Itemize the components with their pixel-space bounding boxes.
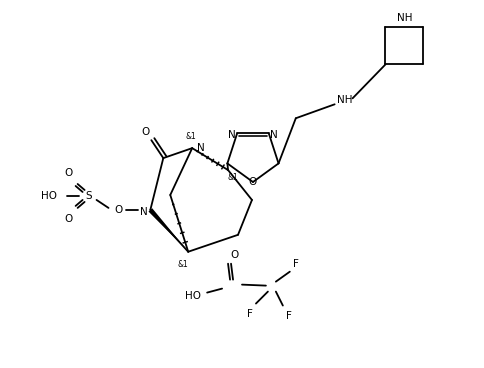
Text: &1: &1	[178, 260, 188, 269]
Text: O: O	[64, 214, 73, 224]
Text: O: O	[64, 168, 73, 178]
Text: F: F	[292, 259, 298, 269]
Text: O: O	[114, 205, 122, 215]
Text: &1: &1	[185, 132, 196, 141]
Text: NH: NH	[336, 95, 352, 105]
Text: O: O	[229, 250, 238, 260]
Text: O: O	[248, 177, 257, 187]
Text: S: S	[85, 191, 91, 201]
Polygon shape	[148, 208, 188, 252]
Text: HO: HO	[41, 191, 57, 201]
Text: NH: NH	[396, 13, 411, 22]
Text: F: F	[246, 308, 252, 319]
Text: &1: &1	[227, 173, 238, 181]
Text: HO: HO	[185, 291, 201, 301]
Text: N: N	[197, 143, 205, 153]
Text: N: N	[269, 130, 277, 140]
Text: F: F	[285, 311, 291, 321]
Text: N: N	[139, 207, 147, 217]
Text: N: N	[228, 130, 236, 140]
Text: O: O	[141, 127, 149, 137]
